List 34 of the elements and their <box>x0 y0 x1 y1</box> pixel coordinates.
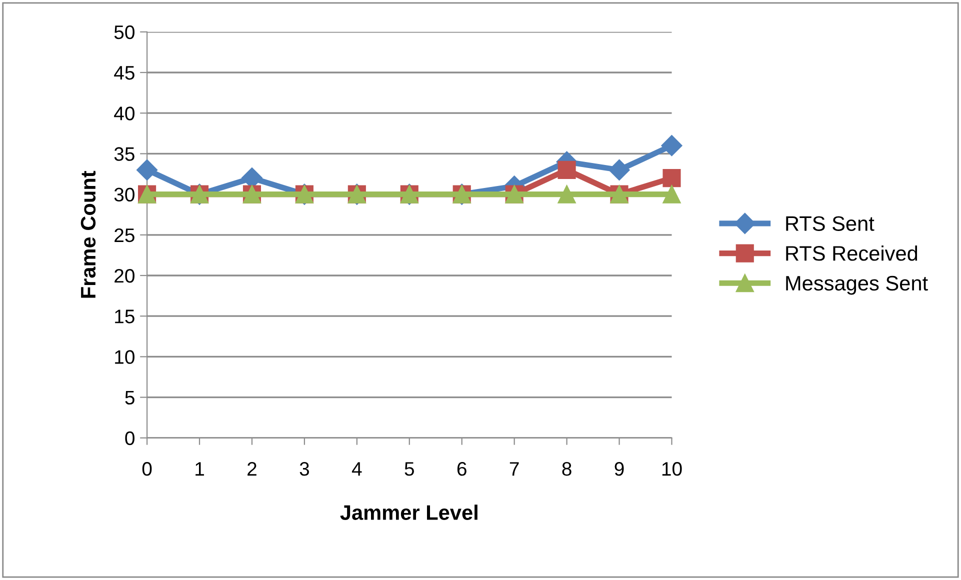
x-tick-label: 4 <box>352 462 362 476</box>
x-tick-label: 1 <box>196 462 204 476</box>
x-tick-label: 10 <box>662 462 682 476</box>
point <box>662 169 681 188</box>
x-tick-label: 3 <box>300 462 309 476</box>
y-tick-label: 10 <box>115 350 134 364</box>
x-tick-label: 9 <box>614 462 624 476</box>
x-tick-label: 6 <box>457 462 466 476</box>
legend-label: RTS Sent <box>786 216 874 231</box>
y-tick-label: 40 <box>114 106 134 120</box>
x-tick-label: 7 <box>510 462 519 476</box>
point <box>662 185 681 204</box>
y-tick-label: 0 <box>125 431 134 446</box>
y-tick-label: 5 <box>125 390 134 405</box>
x-tick-label: 5 <box>404 462 414 476</box>
y-tick-label: 25 <box>114 228 134 242</box>
x-tick-label: 2 <box>248 462 256 476</box>
x-axis-title: Jammer Level <box>340 504 478 520</box>
y-axis-title: Frame Count <box>80 170 96 298</box>
point <box>558 160 576 179</box>
y-tick-label: 15 <box>115 310 134 324</box>
point <box>136 159 158 180</box>
y-tick-label: 20 <box>114 268 134 283</box>
point <box>661 135 682 156</box>
point <box>608 159 630 180</box>
y-tick-label: 30 <box>114 188 134 202</box>
x-tick-label: 8 <box>562 462 572 476</box>
y-tick-label: 35 <box>114 147 134 161</box>
legend-label: RTS Received <box>786 245 918 261</box>
legend-label: Messages Sent <box>786 276 928 295</box>
y-tick-label: 45 <box>114 66 134 80</box>
point <box>558 185 576 204</box>
y-tick-label: 50 <box>114 25 134 40</box>
x-tick-label: 0 <box>142 462 152 476</box>
